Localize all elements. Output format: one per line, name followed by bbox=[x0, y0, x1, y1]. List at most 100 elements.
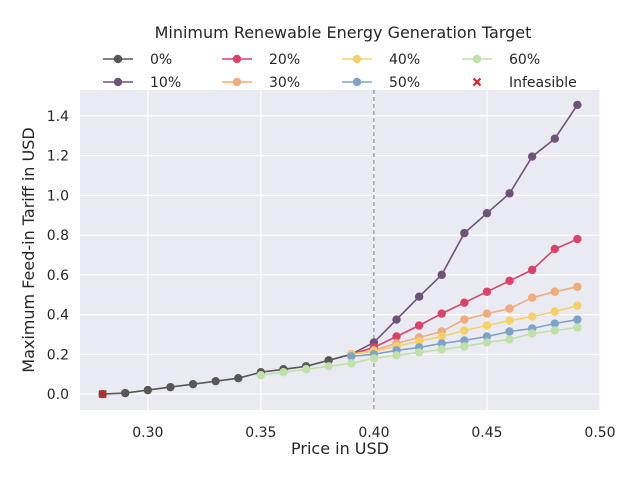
data-point bbox=[460, 298, 469, 307]
x-tick-labels: 0.30 0.35 0.40 0.45 0.50 bbox=[132, 425, 615, 441]
data-point bbox=[234, 373, 243, 383]
data-point bbox=[527, 329, 537, 338]
data-point bbox=[482, 209, 492, 218]
x-tick-label: 0.40 bbox=[358, 425, 389, 441]
data-point bbox=[392, 315, 401, 324]
data-point bbox=[460, 336, 469, 345]
data-point bbox=[301, 365, 311, 374]
data-point bbox=[392, 351, 401, 360]
y-tick-label: 0.4 bbox=[47, 308, 69, 324]
infeasible-marker bbox=[98, 389, 107, 399]
data-point bbox=[573, 315, 582, 324]
data-point bbox=[505, 189, 514, 198]
legend-item: 40% bbox=[342, 52, 420, 68]
data-point bbox=[414, 337, 424, 346]
x-tick-label: 0.35 bbox=[245, 425, 276, 441]
x-tick-label: 0.45 bbox=[471, 425, 502, 441]
data-point bbox=[437, 270, 446, 280]
data-point bbox=[166, 382, 175, 392]
data-point bbox=[324, 362, 333, 371]
legend-swatch-marker bbox=[352, 54, 362, 64]
legend-label: 30% bbox=[269, 75, 300, 91]
legend-swatch-marker bbox=[232, 77, 242, 87]
legend-title: Minimum Renewable Energy Generation Targ… bbox=[155, 23, 532, 42]
x-tick-label: 0.50 bbox=[584, 425, 615, 441]
y-axis-label: Maximum Feed-in Tariff in USD bbox=[19, 127, 38, 372]
data-point bbox=[505, 327, 514, 336]
data-point bbox=[527, 312, 537, 321]
x-tick-label: 0.30 bbox=[132, 425, 163, 441]
data-point bbox=[505, 335, 514, 344]
data-point bbox=[573, 323, 582, 332]
data-point bbox=[550, 134, 559, 143]
data-point bbox=[527, 152, 537, 161]
legend-label: Infeasible bbox=[509, 75, 577, 91]
legend-item: Infeasible bbox=[472, 75, 577, 91]
data-point bbox=[347, 352, 356, 361]
data-point bbox=[460, 315, 469, 324]
data-point bbox=[460, 228, 469, 238]
data-point bbox=[143, 385, 153, 395]
data-point bbox=[414, 321, 424, 330]
data-point bbox=[482, 321, 492, 330]
data-point bbox=[482, 309, 492, 318]
data-point bbox=[573, 234, 582, 244]
grid bbox=[80, 90, 601, 410]
data-point bbox=[505, 304, 514, 313]
legend-swatch-marker bbox=[472, 54, 482, 64]
data-point bbox=[527, 293, 537, 302]
y-tick-label: 1.4 bbox=[47, 109, 69, 125]
data-point bbox=[211, 376, 220, 386]
data-point bbox=[550, 307, 559, 316]
data-point bbox=[369, 354, 379, 363]
y-tick-labels: 0.0 0.2 0.4 0.6 0.8 1.0 1.2 1.4 bbox=[47, 109, 69, 403]
y-tick-label: 0.8 bbox=[47, 228, 69, 244]
legend-label: 0% bbox=[150, 52, 172, 68]
data-point bbox=[437, 339, 446, 348]
legend: Minimum Renewable Energy Generation Targ… bbox=[103, 23, 577, 91]
data-point bbox=[414, 292, 424, 301]
data-point bbox=[573, 100, 582, 110]
data-point bbox=[573, 282, 582, 291]
legend-label: 10% bbox=[150, 75, 181, 91]
data-point bbox=[392, 332, 401, 341]
y-tick-label: 0.2 bbox=[47, 347, 69, 363]
series-60pct bbox=[256, 323, 582, 380]
legend-label: 20% bbox=[269, 52, 300, 68]
legend-item: 30% bbox=[222, 75, 300, 91]
data-point bbox=[505, 316, 514, 325]
legend-swatch-marker bbox=[352, 77, 362, 87]
data-point bbox=[482, 338, 492, 347]
data-point bbox=[437, 332, 446, 341]
data-point bbox=[437, 345, 446, 354]
legend-item: 20% bbox=[222, 52, 300, 68]
y-tick-label: 1.0 bbox=[47, 188, 69, 204]
legend-swatch-marker bbox=[472, 77, 482, 87]
data-point bbox=[550, 244, 559, 254]
legend-item: 60% bbox=[462, 52, 540, 68]
data-point bbox=[550, 326, 559, 335]
data-point bbox=[550, 287, 559, 296]
data-point bbox=[505, 276, 514, 286]
data-point bbox=[460, 342, 469, 351]
legend-item: 10% bbox=[103, 75, 181, 91]
data-point bbox=[279, 368, 288, 377]
data-point bbox=[550, 319, 559, 328]
data-point bbox=[324, 356, 333, 365]
legend-item: 50% bbox=[342, 75, 420, 91]
series-infeasible bbox=[98, 389, 107, 399]
legend-label: 40% bbox=[389, 52, 420, 68]
series-layer bbox=[98, 100, 582, 399]
legend-item: 0% bbox=[103, 52, 172, 68]
legend-swatch-marker bbox=[113, 77, 123, 87]
data-point bbox=[347, 359, 356, 368]
data-point bbox=[527, 265, 537, 275]
legend-label: 60% bbox=[509, 52, 540, 68]
plot-background bbox=[80, 90, 600, 410]
legend-swatch-marker bbox=[232, 54, 242, 64]
data-point bbox=[482, 332, 492, 341]
data-point bbox=[414, 348, 424, 357]
data-point bbox=[437, 309, 446, 318]
data-point bbox=[188, 379, 198, 389]
